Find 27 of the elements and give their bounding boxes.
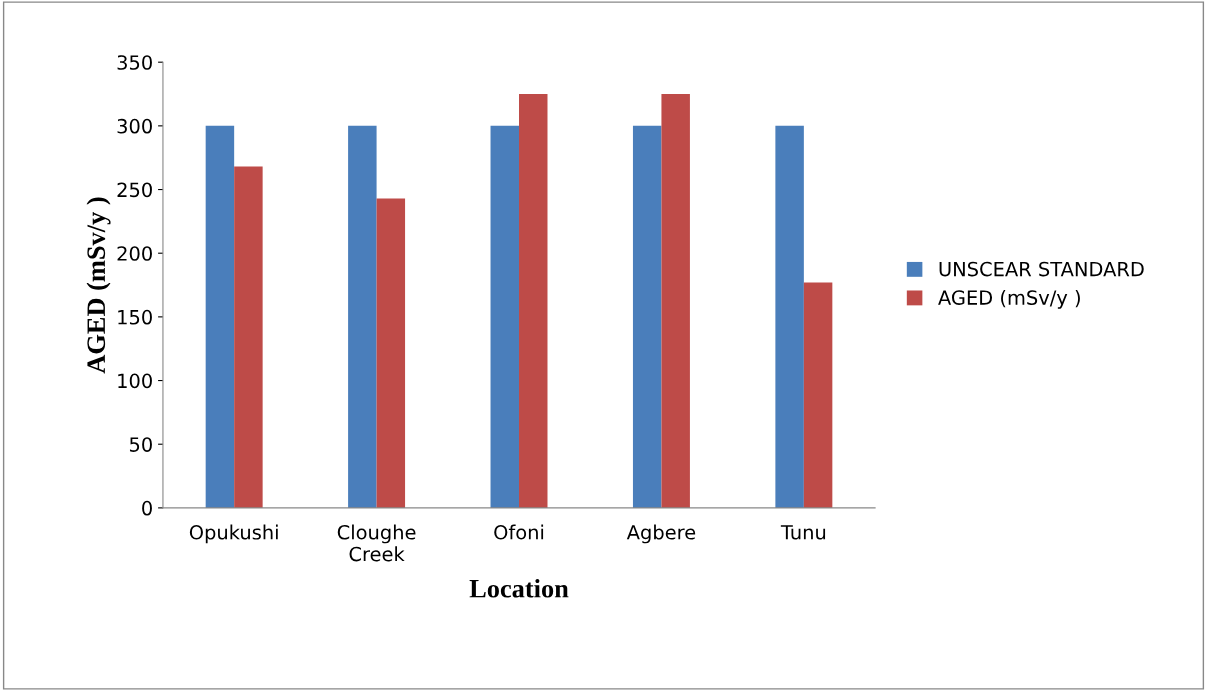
bar bbox=[490, 125, 520, 508]
y-tick-label: 300 bbox=[117, 118, 152, 134]
bar bbox=[661, 94, 690, 508]
bar bbox=[234, 166, 263, 508]
y-tick-label: 0 bbox=[142, 500, 152, 516]
bar bbox=[519, 94, 548, 508]
bar bbox=[775, 125, 804, 508]
bar bbox=[348, 125, 377, 508]
y-tick-label: 150 bbox=[118, 309, 152, 325]
x-tick-label: Agbere bbox=[626, 524, 696, 544]
x-tick-label: Cloughe Creek bbox=[337, 524, 416, 562]
legend-label: UNSCEAR STANDARD bbox=[939, 261, 1144, 277]
x-tick-label: Opukushi bbox=[189, 524, 278, 544]
bar bbox=[803, 282, 833, 508]
y-tick-label: 350 bbox=[117, 55, 152, 70]
x-tick-label: Ofoni bbox=[494, 524, 544, 540]
y-tick-label: 250 bbox=[117, 182, 152, 198]
y-tick-label: 50 bbox=[129, 437, 152, 452]
x-axis-title: Location bbox=[469, 579, 569, 598]
y-tick-label: 200 bbox=[117, 246, 152, 261]
y-tick-label: 100 bbox=[118, 373, 152, 389]
bar bbox=[632, 125, 662, 508]
x-tick-label: Tunu bbox=[780, 525, 826, 540]
bar bbox=[376, 198, 406, 508]
bar bbox=[205, 125, 235, 508]
y-axis-title: AGED (mSv/y ) bbox=[86, 197, 111, 374]
legend-label: AGED (mSv/y ) bbox=[938, 289, 1080, 309]
